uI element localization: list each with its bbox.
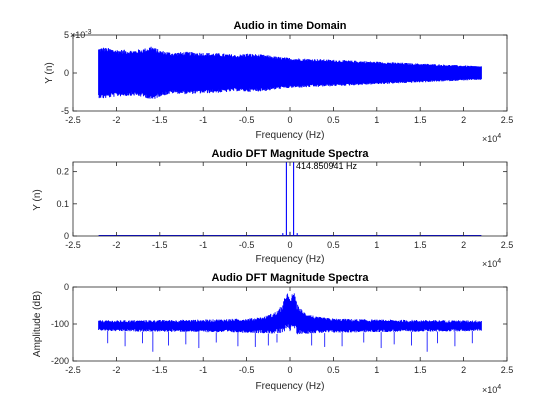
panel-3-y-tick-label: 0	[64, 282, 69, 292]
panel-1-x-exponent: ×104	[482, 133, 501, 144]
panel-2-x-exponent: ×104	[482, 258, 501, 269]
panel-2-x-tick-label: 1.5	[414, 240, 427, 250]
panel-1-y-exponent: ×10-3	[70, 29, 92, 40]
panel-3-x-tick-label: 1.5	[414, 365, 427, 375]
panel-2-title: Audio DFT Magnitude Spectra	[211, 148, 369, 160]
panel-2-y-tick-label: 0.1	[56, 199, 69, 209]
panel-2-x-exponent-base: ×10	[482, 259, 497, 269]
panel-3-x-tick-label: 2.5	[501, 365, 514, 375]
peak-annotation: 414.850941 Hz	[296, 161, 358, 171]
panel-1-y-exponent-base: ×10	[70, 30, 85, 40]
panel-1-x-tick-label: 2	[461, 115, 466, 125]
panel-3-y-tick-label: -100	[51, 319, 69, 329]
panel-1-x-tick-label: -2.5	[65, 115, 81, 125]
panel-1-x-tick-label: 1	[374, 115, 379, 125]
panel-1-y-tick-label: 0	[64, 68, 69, 78]
panel-3-x-tick-label: 1	[374, 365, 379, 375]
panel-3-x-tick-label: -2	[112, 365, 120, 375]
panel-1-x-label: Frequency (Hz)	[256, 130, 325, 141]
panel-3-x-tick-label: 0	[287, 365, 292, 375]
panel-3-x-tick-label: -2.5	[65, 365, 81, 375]
panel-1-axes: -2.5 -2 -1.5 -1 -0.5 0 0.5 1 1.5 2 2.5 -5 0 5	[61, 30, 513, 125]
panel-2-x-label: Frequency (Hz)	[256, 254, 325, 265]
panel-2-y-label: Y (n)	[32, 189, 43, 211]
panel-1-x-tick-label: -0.5	[239, 115, 255, 125]
panel-2-x-tick-label: 2.5	[501, 240, 514, 250]
panel-3-y-tick-label: -200	[51, 356, 69, 366]
panel-3-x-tick-label: -1	[199, 365, 207, 375]
panel-1-x-tick-label: 0	[287, 115, 292, 125]
panel-1-y-tick-label: 5	[64, 30, 69, 40]
panel-2-y-tick-label: 0.2	[56, 167, 69, 177]
panel-3-x-tick-label: 0.5	[327, 365, 340, 375]
panel-1-x-tick-label: -1	[199, 115, 207, 125]
panel-3-x-label: Frequency (Hz)	[256, 381, 325, 392]
panel-2-x-tick-label: -2.5	[65, 240, 81, 250]
panel-time-domain: Audio in time Domain -2.5 -2 -1.5 -1 -0.5 0 0.…	[44, 20, 513, 144]
panel-1-x-tick-label: 1.5	[414, 115, 427, 125]
panel-1-x-tick-label: 0.5	[327, 115, 340, 125]
panel-1-y-exponent-power: -3	[85, 29, 91, 36]
panel-2-x-tick-label: -2	[112, 240, 120, 250]
panel-2-y-tick-label: 0	[64, 231, 69, 241]
panel-3-y-label: Amplitude (dB)	[32, 291, 43, 357]
panel-1-x-tick-label: -2	[112, 115, 120, 125]
panel-3-x-exponent: ×104	[482, 384, 501, 395]
panel-2-x-exponent-power: 4	[497, 258, 501, 265]
panel-3-x-tick-label: -1.5	[152, 365, 168, 375]
panel-dft-linear: Audio DFT Magnitude Spectra -2.5 -2 -1.5 -1…	[32, 148, 513, 269]
panel-dft-db: Audio DFT Magnitude Spectra -2.5 -2 -1.5 -1…	[32, 272, 513, 395]
panel-1-x-tick-label: -1.5	[152, 115, 168, 125]
panel-2-x-tick-label: -1	[199, 240, 207, 250]
panel-2-x-tick-label: 0	[287, 240, 292, 250]
panel-3-x-exponent-power: 4	[497, 384, 501, 391]
waveform-core	[98, 51, 482, 96]
panel-2-x-tick-label: -1.5	[152, 240, 168, 250]
panel-3-axes: -2.5 -2 -1.5 -1 -0.5 0 0.5 1 1.5 2 2.5 -200 -100 0	[51, 282, 513, 375]
panel-1-y-label: Y (n)	[44, 62, 55, 84]
panel-2-x-tick-label: 0.5	[327, 240, 340, 250]
panel-2-axes: -2.5 -2 -1.5 -1 -0.5 0 0.5 1 1.5 2 2.5 0 0.1 0.2	[56, 161, 514, 250]
panel-1-series	[98, 46, 482, 99]
db-spectrum-series	[98, 293, 482, 335]
panel-2-x-tick-label: -0.5	[239, 240, 255, 250]
panel-3-x-tick-label: -0.5	[239, 365, 255, 375]
panel-3-series	[98, 293, 482, 352]
panel-1-x-exponent-base: ×10	[482, 134, 497, 144]
panel-3-x-exponent-base: ×10	[482, 385, 497, 395]
panel-3-title: Audio DFT Magnitude Spectra	[211, 272, 369, 284]
panel-2-x-tick-label: 1	[374, 240, 379, 250]
panel-3-x-tick-label: 2	[461, 365, 466, 375]
panel-1-y-tick-label: -5	[61, 106, 69, 116]
panel-2-x-tick-label: 2	[461, 240, 466, 250]
panel-1-title: Audio in time Domain	[233, 20, 346, 32]
panel-1-x-tick-label: 2.5	[501, 115, 514, 125]
panel-1-x-exponent-power: 4	[497, 133, 501, 140]
